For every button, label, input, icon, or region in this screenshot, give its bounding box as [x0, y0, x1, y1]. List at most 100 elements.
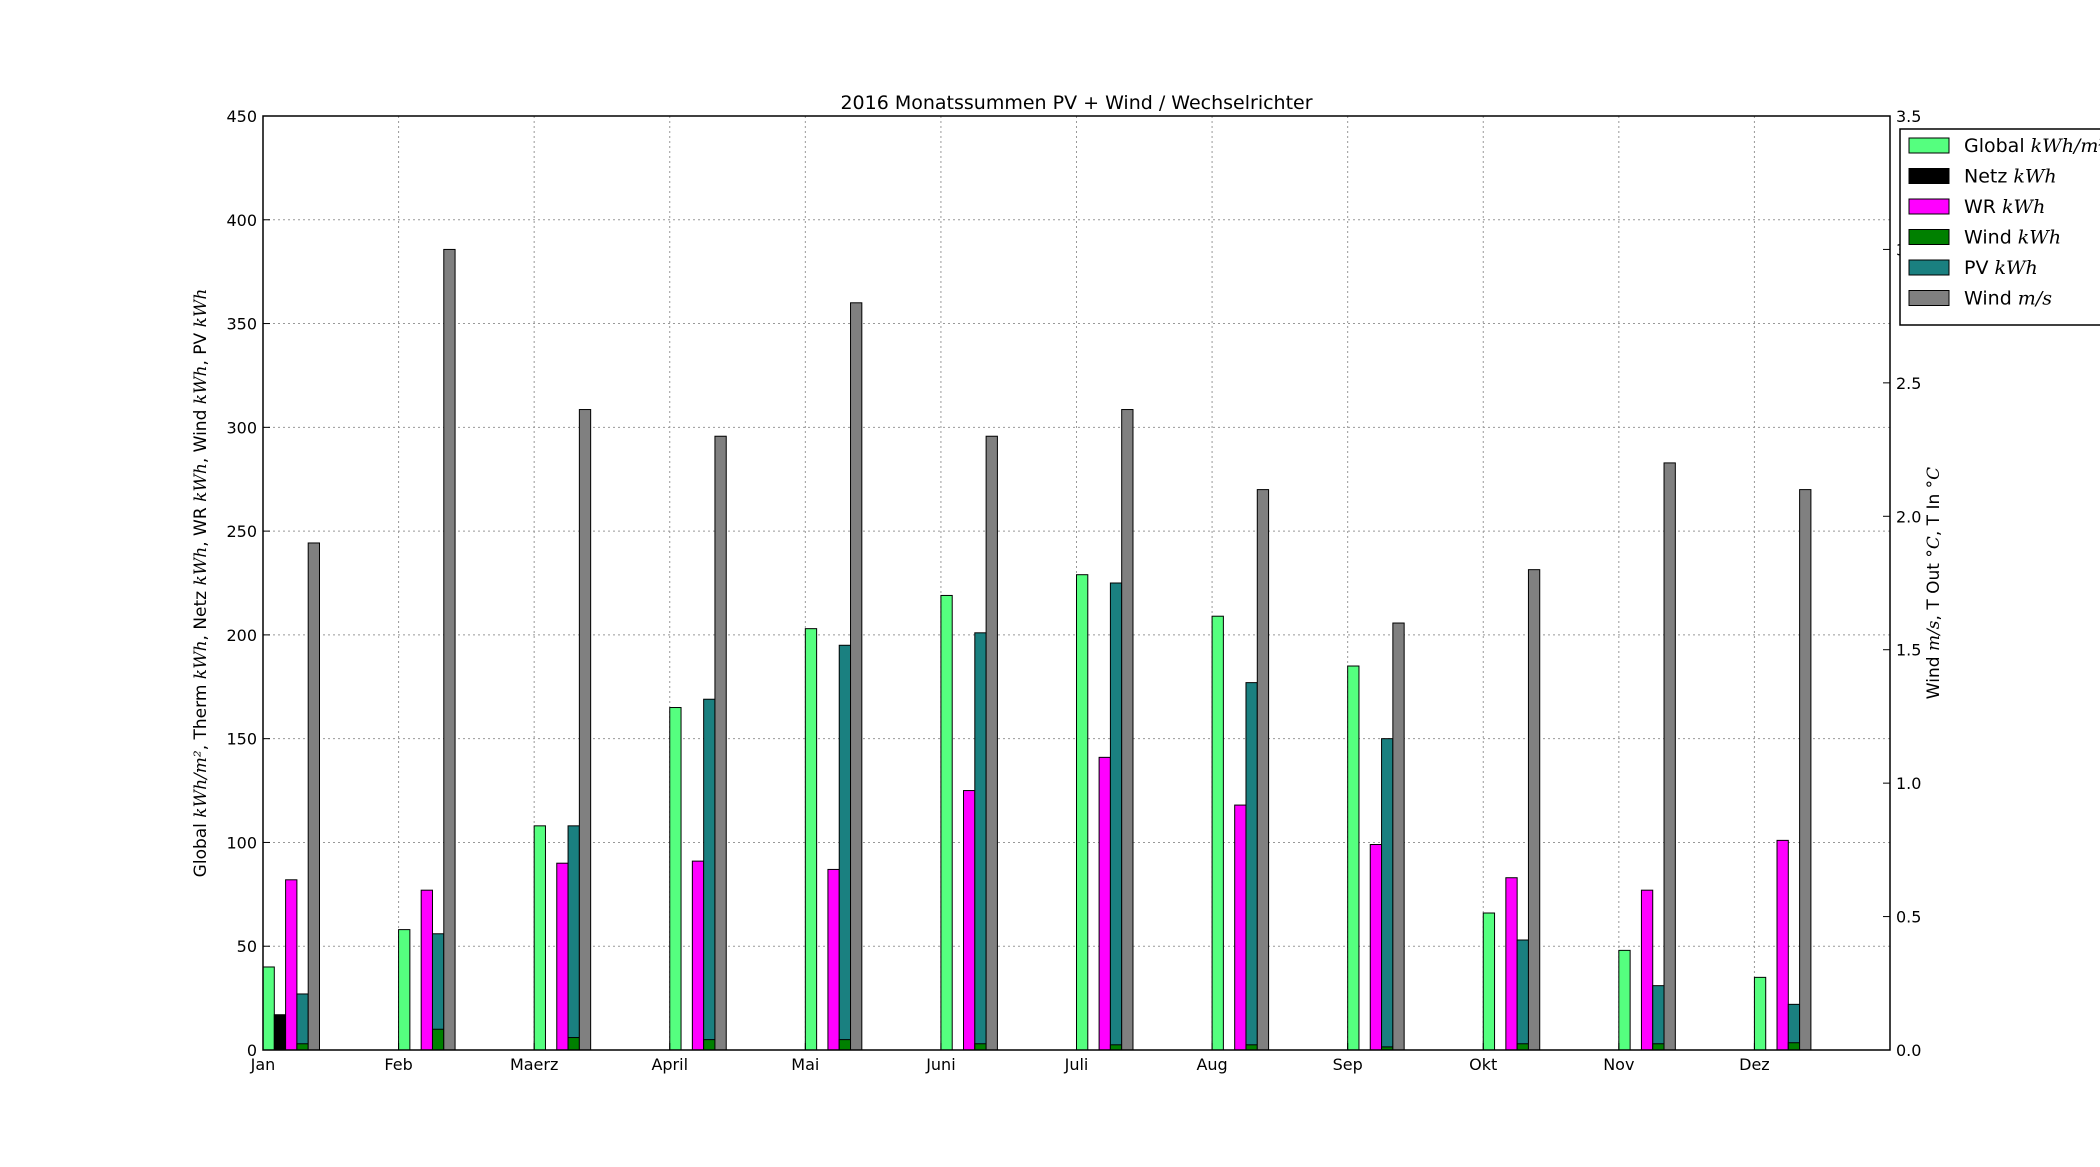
bar-wind-kwh-feb	[431, 1028, 445, 1051]
left-tick-label: 450	[226, 107, 257, 126]
bar-wr-kwh-april	[691, 860, 705, 1051]
left-y-axis: 0 50 100 150 200 250 300 350 400 450	[226, 107, 270, 1060]
bar-wr-kwh-maerz	[556, 862, 569, 1051]
bar-pv-kwh-aug	[1245, 682, 1258, 1051]
bar-wr-kwh-sep	[1369, 844, 1383, 1051]
bar-wind-ms-aug	[1256, 489, 1270, 1051]
bar-wr-kwh-jan	[285, 879, 298, 1051]
x-tick-label: Jan	[250, 1055, 276, 1074]
bars	[262, 248, 1812, 1051]
x-tick-label: Aug	[1196, 1055, 1227, 1074]
bar-global-kwh-dez	[1753, 976, 1767, 1051]
legend-entry: Global kWh/m²	[1964, 135, 2100, 157]
bar-wind-ms-juli	[1121, 409, 1134, 1051]
x-tick-label: April	[651, 1055, 688, 1074]
bar-wind-kwh-maerz	[567, 1037, 580, 1051]
bar-global-kwh-juni	[940, 594, 953, 1051]
bar-wind-ms-mai	[850, 302, 863, 1051]
grid-lines	[263, 116, 1890, 1050]
left-tick-label: 250	[226, 522, 257, 541]
left-tick-label: 150	[226, 730, 257, 749]
bar-global-kwh-sep	[1347, 665, 1360, 1051]
left-tick-label: 300	[226, 418, 257, 437]
bar-wr-kwh-okt	[1505, 877, 1518, 1051]
legend-entry: WR kWh	[1964, 196, 2045, 218]
bar-wind-ms-april	[714, 435, 727, 1051]
bar-wind-ms-nov	[1663, 462, 1676, 1051]
x-tick-label: Mai	[791, 1055, 819, 1074]
bar-global-kwh-jan	[262, 966, 275, 1051]
bar-wind-ms-sep	[1392, 622, 1405, 1051]
right-tick-label: 2.0	[1896, 507, 1921, 526]
bar-global-kwh-juli	[1076, 574, 1089, 1051]
bar-pv-kwh-juli	[1109, 582, 1123, 1051]
bar-wr-kwh-juni	[963, 790, 976, 1051]
left-tick-label: 350	[226, 315, 257, 334]
bar-wr-kwh-juli	[1098, 756, 1111, 1051]
left-tick-label: 50	[237, 937, 257, 956]
bar-wind-ms-dez	[1799, 489, 1812, 1051]
bar-pv-kwh-okt	[1516, 939, 1529, 1051]
right-axis-label: Wind m/s, T Out °C, T In °C	[1924, 467, 1944, 699]
left-tick-label: 100	[226, 833, 257, 852]
bar-global-kwh-aug	[1211, 615, 1224, 1051]
bar-wind-kwh-april	[703, 1039, 716, 1051]
bar-wind-kwh-aug	[1245, 1044, 1258, 1051]
left-axis-label: Global kWh/m², Therm kWh, Netz kWh, WR k…	[191, 289, 211, 878]
legend-swatch	[1908, 168, 1950, 184]
legend-swatch	[1908, 229, 1950, 245]
bar-wr-kwh-feb	[420, 889, 433, 1051]
bar-wr-kwh-mai	[827, 868, 840, 1051]
bar-wind-kwh-nov	[1652, 1043, 1665, 1051]
legend-swatch	[1908, 290, 1950, 306]
right-tick-label: 0.5	[1896, 908, 1921, 927]
bar-wind-kwh-juni	[974, 1043, 987, 1051]
chart-title: 2016 Monatssummen PV + Wind / Wechselric…	[840, 92, 1312, 114]
bar-netz-kwh-jan	[273, 1014, 287, 1051]
legend-entry: Wind m/s	[1964, 288, 2052, 310]
bar-pv-kwh-maerz	[567, 825, 580, 1051]
right-tick-label: 1.0	[1896, 774, 1921, 793]
x-tick-label: Feb	[384, 1055, 412, 1074]
bar-global-kwh-nov	[1618, 949, 1631, 1051]
bar-pv-kwh-nov	[1652, 985, 1665, 1051]
x-tick-label: Juni	[925, 1055, 955, 1074]
left-tick-label: 0	[247, 1041, 257, 1060]
x-tick-label: Nov	[1603, 1055, 1634, 1074]
legend-entry: PV kWh	[1964, 257, 2038, 279]
x-axis: Jan Feb Maerz April Mai Juni Juli Aug Sep Okt Nov D…	[250, 1043, 1770, 1074]
legend-swatch	[1908, 259, 1950, 276]
bar-wind-kwh-jan	[296, 1043, 309, 1051]
x-tick-label: Okt	[1469, 1055, 1497, 1074]
bar-wr-kwh-nov	[1640, 889, 1654, 1051]
legend-swatch	[1908, 137, 1950, 154]
bar-wind-kwh-dez	[1787, 1042, 1801, 1051]
bar-wind-kwh-okt	[1516, 1043, 1529, 1051]
right-tick-label: 2.5	[1896, 374, 1921, 393]
x-tick-label: Maerz	[510, 1055, 558, 1074]
bar-pv-kwh-jan	[296, 993, 309, 1051]
bar-wind-ms-maerz	[578, 409, 592, 1051]
right-y-axis: 0.00.51.01.52.02.53.03.5	[1883, 107, 1921, 1060]
bar-global-kwh-maerz	[533, 825, 546, 1051]
bar-pv-kwh-juni	[974, 632, 987, 1051]
left-tick-label: 200	[226, 626, 257, 645]
bar-wr-kwh-dez	[1776, 839, 1789, 1051]
bar-pv-kwh-mai	[838, 644, 852, 1051]
x-tick-label: Juli	[1064, 1055, 1089, 1074]
bar-wind-kwh-juli	[1109, 1044, 1123, 1051]
legend-entry: Netz kWh	[1964, 166, 2057, 188]
x-tick-label: Sep	[1333, 1055, 1363, 1074]
bar-global-kwh-okt	[1482, 912, 1496, 1051]
legend-entry: Wind kWh	[1964, 227, 2061, 249]
bar-global-kwh-april	[669, 707, 682, 1051]
bar-pv-kwh-sep	[1381, 738, 1394, 1051]
left-tick-label: 400	[226, 211, 257, 230]
bar-wind-ms-feb	[443, 248, 456, 1051]
x-tick-label: Dez	[1739, 1055, 1770, 1074]
legend: Global kWh/m² Netz kWh WR kWh Wind kWh PV kW…	[1899, 128, 2100, 326]
legend-swatch	[1908, 198, 1950, 215]
bar-wind-ms-jan	[307, 542, 320, 1051]
bar-wind-ms-okt	[1527, 569, 1541, 1051]
